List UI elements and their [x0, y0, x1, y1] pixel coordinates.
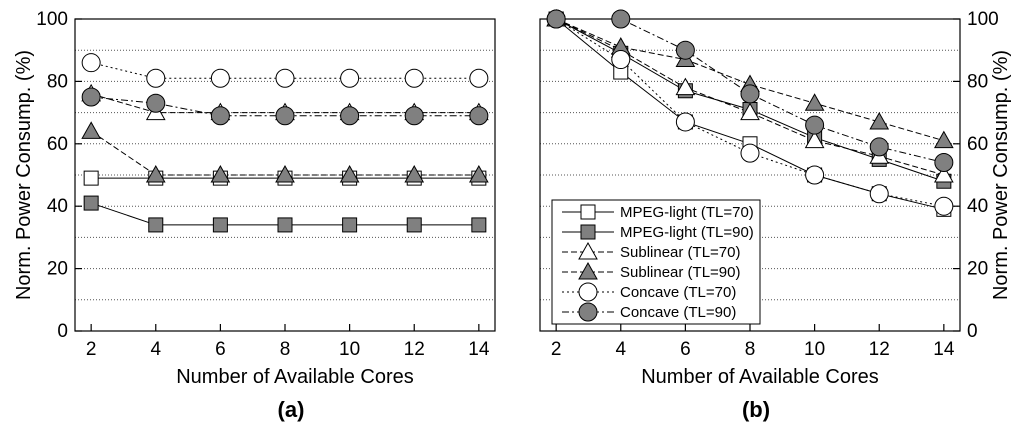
- y-axis-title: Norm. Power Consump. (%): [990, 50, 1012, 300]
- data-point: [740, 143, 760, 163]
- legend-marker: [578, 241, 598, 260]
- data-point: [83, 170, 99, 186]
- x-axis-title: Number of Available Cores: [176, 366, 414, 388]
- x-tick-label: 8: [280, 339, 291, 360]
- data-point: [406, 217, 422, 233]
- data-point: [611, 9, 631, 29]
- y-tick-label: 60: [967, 134, 988, 155]
- data-point: [611, 50, 631, 70]
- legend-marker: [578, 282, 598, 302]
- x-tick-label: 2: [551, 339, 562, 360]
- data-point: [275, 164, 295, 183]
- chart-panel-a: 0 20 40 60 80 100 2 4 6 8 10 12 14 Number of Availabl…: [13, 9, 496, 422]
- data-point: [675, 77, 696, 96]
- data-point: [869, 137, 889, 157]
- data-point: [869, 184, 889, 204]
- x-tick-label: 4: [150, 339, 161, 360]
- data-point: [805, 165, 825, 185]
- data-point: [804, 130, 825, 149]
- x-tick-label: 14: [468, 339, 490, 360]
- x-tick-label: 12: [404, 339, 425, 360]
- y-tick-label: 0: [57, 321, 68, 342]
- x-tick-label: 8: [745, 339, 756, 360]
- y-axis-title: Norm. Power Consump. (%): [13, 50, 35, 300]
- data-point: [146, 93, 166, 113]
- data-point: [146, 68, 166, 88]
- data-point: [933, 164, 954, 183]
- data-point: [469, 68, 489, 88]
- legend-marker: [580, 204, 596, 220]
- x-tick-label: 4: [615, 339, 626, 360]
- data-point: [210, 68, 230, 88]
- data-point: [81, 53, 101, 73]
- data-point: [740, 84, 760, 104]
- y-tick-label: 0: [967, 321, 978, 342]
- data-point: [934, 153, 954, 173]
- legend-marker: [578, 261, 598, 280]
- legend-label: Concave (TL=90): [620, 304, 736, 321]
- panel-label: (a): [278, 397, 305, 422]
- y-tick-label: 20: [967, 259, 988, 280]
- y-tick-label: 80: [47, 71, 68, 92]
- data-point: [805, 115, 825, 135]
- data-point: [804, 93, 825, 111]
- data-point: [275, 106, 295, 126]
- data-point: [468, 164, 489, 183]
- legend: MPEG-light (TL=70) MPEG-light (TL=90) Subl…: [551, 199, 761, 325]
- data-point: [145, 164, 166, 183]
- data-point: [83, 195, 99, 211]
- y-tick-label: 100: [967, 9, 999, 30]
- panel-label: (b): [742, 397, 770, 422]
- x-axis-title: Number of Available Cores: [641, 366, 879, 388]
- legend-marker: [580, 224, 596, 240]
- y-tick-label: 40: [967, 196, 988, 217]
- data-point: [934, 196, 954, 216]
- data-point: [212, 217, 228, 233]
- data-point: [81, 121, 102, 139]
- legend-label: Concave (TL=70): [620, 284, 736, 301]
- data-point: [81, 87, 101, 107]
- chart-panel-b: 0 20 40 60 80 100 2 4 6 8 10 12 14 Number of Availabl…: [539, 8, 1012, 422]
- x-tick-label: 10: [804, 339, 825, 360]
- legend-label: MPEG-light (TL=70): [620, 204, 754, 221]
- x-tick-label: 6: [680, 339, 691, 360]
- data-point: [210, 164, 231, 183]
- data-point: [404, 68, 424, 88]
- data-point: [148, 217, 164, 233]
- y-tick-label: 20: [47, 259, 68, 280]
- y-tick-label: 40: [47, 196, 68, 217]
- x-tick-label: 12: [869, 339, 890, 360]
- data-point: [404, 106, 424, 126]
- legend-label: Sublinear (TL=70): [620, 244, 740, 261]
- data-point: [340, 106, 360, 126]
- data-point: [740, 102, 760, 121]
- y-tick-label: 60: [47, 134, 68, 155]
- y-tick-label: 100: [36, 9, 68, 30]
- data-point: [339, 164, 360, 183]
- y-tick-label: 80: [967, 71, 988, 92]
- data-point: [675, 40, 695, 60]
- data-point: [340, 68, 360, 88]
- x-tick-label: 14: [933, 339, 955, 360]
- x-tick-label: 2: [86, 339, 97, 360]
- x-tick-label: 6: [215, 339, 226, 360]
- data-point: [404, 164, 425, 183]
- data-point: [675, 112, 695, 132]
- x-tick-label: 10: [339, 339, 360, 360]
- data-point: [469, 106, 489, 126]
- data-point: [869, 111, 890, 130]
- legend-marker: [578, 302, 598, 322]
- data-point: [546, 9, 566, 29]
- data-point: [277, 217, 293, 233]
- data-point: [210, 106, 230, 126]
- data-point: [275, 68, 295, 88]
- data-point: [471, 217, 487, 233]
- data-point: [342, 217, 358, 233]
- data-point: [933, 130, 954, 149]
- legend-label: Sublinear (TL=90): [620, 264, 740, 281]
- legend-label: MPEG-light (TL=90): [620, 224, 754, 241]
